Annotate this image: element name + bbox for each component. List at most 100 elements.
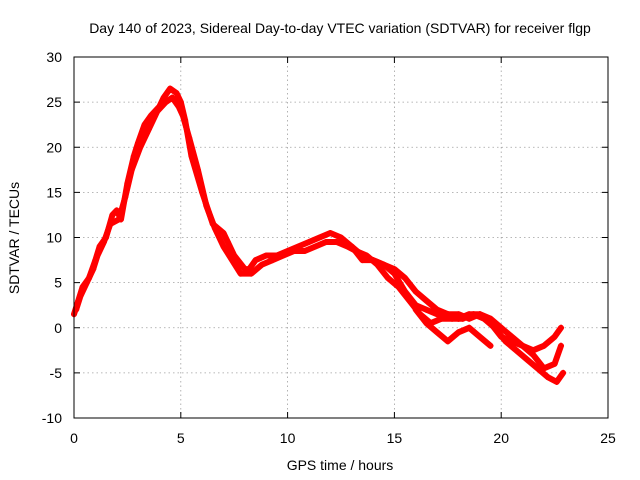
data-point	[160, 94, 167, 101]
data-point	[434, 329, 441, 336]
data-point	[115, 216, 122, 223]
data-point	[301, 248, 308, 255]
data-point	[545, 374, 552, 381]
data-point	[406, 297, 413, 304]
data-point	[258, 261, 265, 268]
data-point	[558, 342, 565, 349]
data-point	[434, 306, 441, 313]
data-point	[252, 257, 259, 264]
data-point	[423, 306, 430, 313]
y-tick-label: 5	[54, 275, 62, 291]
data-point	[466, 324, 473, 331]
data-point	[100, 239, 107, 246]
data-point	[141, 121, 148, 128]
data-point	[553, 378, 560, 385]
y-tick-label: 20	[46, 139, 62, 155]
x-tick-label: 0	[70, 430, 78, 446]
data-point	[476, 333, 483, 340]
data-point	[169, 94, 176, 101]
data-point	[90, 266, 97, 273]
data-point	[128, 166, 135, 173]
x-tick-label: 20	[493, 430, 509, 446]
data-point	[220, 229, 227, 236]
y-axis-label: SDTVAR / TECUs	[6, 182, 22, 294]
y-tick-label: 15	[46, 184, 62, 200]
data-point	[194, 166, 201, 173]
data-point	[395, 284, 402, 291]
data-series	[71, 85, 567, 385]
data-point	[384, 275, 391, 282]
data-point	[534, 365, 541, 372]
data-point	[323, 239, 330, 246]
plot-frame	[73, 56, 609, 419]
data-point	[530, 347, 537, 354]
y-tick-label: 0	[54, 320, 62, 336]
data-point	[560, 369, 567, 376]
data-point	[175, 103, 182, 110]
data-point	[327, 229, 334, 236]
data-point	[444, 338, 451, 345]
x-tick-label: 15	[387, 430, 403, 446]
data-point	[370, 257, 377, 264]
data-point	[162, 99, 169, 106]
data-point	[551, 333, 558, 340]
data-point	[423, 320, 430, 327]
data-point	[487, 320, 494, 327]
data-point	[229, 257, 236, 264]
data-point	[338, 239, 344, 246]
data-point	[423, 297, 430, 304]
data-point	[179, 112, 186, 119]
data-point	[269, 257, 276, 264]
data-point	[220, 243, 227, 250]
data-point	[122, 193, 129, 200]
data-point	[77, 293, 84, 300]
data-point	[455, 329, 462, 336]
data-point	[316, 234, 323, 241]
data-point	[513, 347, 520, 354]
data-point	[109, 211, 116, 218]
x-tick-label: 25	[600, 430, 616, 446]
data-point	[359, 257, 366, 264]
y-tick-label: 25	[46, 94, 62, 110]
data-point	[412, 288, 419, 295]
x-axis-label: GPS time / hours	[287, 457, 394, 473]
x-tick-label: 5	[177, 430, 185, 446]
data-point	[211, 225, 218, 232]
data-point	[263, 252, 270, 259]
series-satellite-track-c	[338, 239, 565, 354]
data-point	[487, 342, 494, 349]
data-point	[540, 342, 547, 349]
data-point	[186, 135, 193, 142]
data-point	[519, 342, 526, 349]
data-point	[237, 270, 244, 277]
y-tick-label: -10	[42, 410, 62, 426]
data-point	[444, 311, 451, 318]
chart-title: Day 140 of 2023, Sidereal Day-to-day VTE…	[89, 20, 591, 36]
data-point	[203, 202, 210, 209]
data-point	[348, 243, 355, 250]
data-point	[107, 220, 114, 227]
data-point	[498, 324, 505, 331]
x-tick-label: 10	[280, 430, 296, 446]
data-point	[498, 333, 505, 340]
y-tick-label: 30	[46, 49, 62, 65]
data-point	[476, 311, 483, 318]
data-point	[312, 243, 319, 250]
data-point	[523, 356, 530, 363]
data-point	[173, 90, 180, 97]
data-point	[412, 306, 419, 313]
data-point	[154, 108, 161, 115]
data-point	[305, 239, 312, 246]
data-point	[224, 239, 231, 246]
data-point	[551, 360, 558, 367]
data-point	[291, 248, 298, 255]
data-point	[137, 144, 144, 151]
series-line	[412, 306, 494, 349]
data-point	[280, 252, 287, 259]
data-point	[145, 126, 152, 133]
data-point	[508, 338, 515, 345]
data-point	[455, 315, 462, 322]
data-point	[83, 279, 90, 286]
data-point	[466, 311, 473, 318]
